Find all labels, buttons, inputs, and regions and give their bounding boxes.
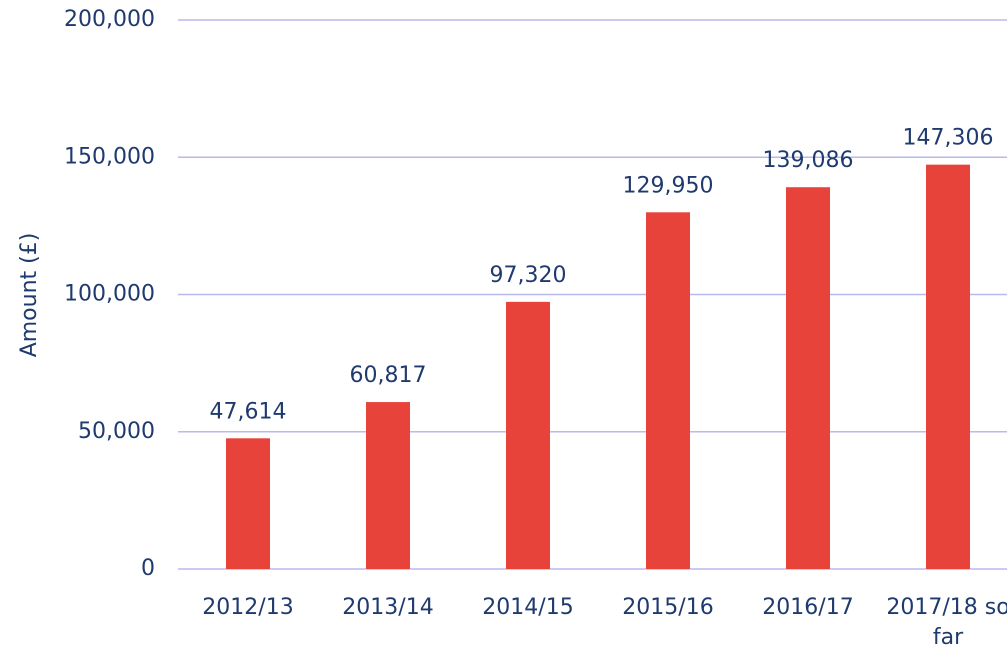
x-tick-label: 2013/14 <box>342 595 434 620</box>
y-axis-label: Amount (£) <box>17 233 42 358</box>
bar <box>646 212 690 570</box>
x-tick-label: 2015/16 <box>622 595 714 620</box>
value-label: 47,614 <box>210 399 287 424</box>
x-tick-label: 2017/18 so far <box>886 595 1007 650</box>
bar <box>926 164 970 570</box>
y-tick-label: 150,000 <box>64 144 155 169</box>
bar <box>226 438 270 569</box>
bar <box>366 402 410 569</box>
value-label: 129,950 <box>623 173 714 198</box>
x-tick-label: 2014/15 <box>482 595 574 620</box>
y-tick-label: 0 <box>141 556 155 581</box>
value-label: 60,817 <box>350 363 427 388</box>
bar <box>506 301 550 569</box>
y-tick-label: 100,000 <box>64 282 155 307</box>
y-tick-label: 50,000 <box>78 419 155 444</box>
x-tick-label: 2012/13 <box>202 595 294 620</box>
y-tick-label: 200,000 <box>64 7 155 32</box>
value-label: 139,086 <box>763 148 854 173</box>
x-tick-label: 2016/17 <box>762 595 854 620</box>
value-label: 97,320 <box>490 263 567 288</box>
value-label: 147,306 <box>903 126 994 151</box>
bar <box>786 187 830 569</box>
